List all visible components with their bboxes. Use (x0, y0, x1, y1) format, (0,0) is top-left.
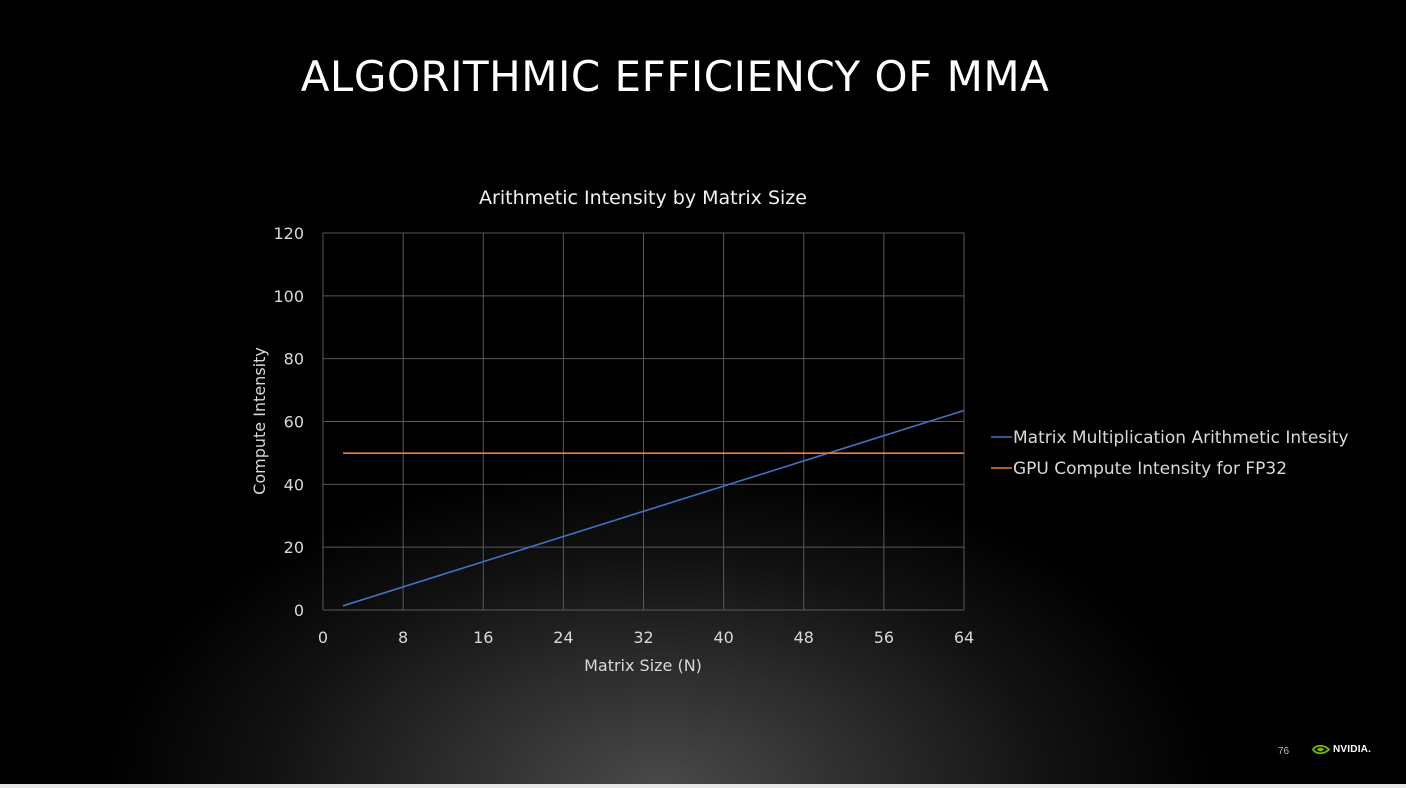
y-tick-label: 0 (294, 601, 304, 620)
page-number: 76 (1278, 746, 1290, 757)
x-axis-ticks: 0 8 16 24 32 40 48 56 64 (318, 628, 974, 647)
x-tick-label: 40 (713, 628, 733, 647)
nvidia-eye-icon (1312, 744, 1330, 755)
chart-title: Arithmetic Intensity by Matrix Size (479, 187, 807, 209)
x-tick-label: 56 (874, 628, 894, 647)
x-axis-title: Matrix Size (N) (584, 656, 702, 675)
y-axis-ticks: 0 20 40 60 80 100 120 (273, 224, 304, 620)
x-tick-label: 8 (398, 628, 408, 647)
y-tick-label: 100 (273, 287, 304, 306)
x-tick-label: 24 (553, 628, 573, 647)
y-tick-label: 80 (284, 350, 304, 369)
y-tick-label: 60 (284, 413, 304, 432)
logo-text: NVIDIA. (1333, 744, 1372, 755)
chart-legend: Matrix Multiplication Arithmetic Intesit… (991, 428, 1349, 479)
series-line-1 (342, 409, 965, 607)
y-tick-label: 40 (284, 475, 304, 494)
y-axis-title: Compute Intensity (250, 347, 269, 495)
chart-series (342, 409, 965, 607)
nvidia-logo: NVIDIA. (1312, 744, 1371, 755)
y-tick-label: 120 (273, 224, 304, 243)
x-tick-label: 64 (954, 628, 974, 647)
bottom-strip (0, 784, 1406, 788)
chart-grid (322, 232, 965, 611)
x-tick-label: 16 (473, 628, 493, 647)
slide-title: ALGORITHMIC EFFICIENCY OF MMA (300, 52, 1050, 101)
x-tick-label: 48 (794, 628, 814, 647)
legend-label: GPU Compute Intensity for FP32 (1013, 459, 1287, 479)
legend-label: Matrix Multiplication Arithmetic Intesit… (1013, 428, 1349, 448)
y-tick-label: 20 (284, 538, 304, 557)
x-tick-label: 32 (633, 628, 653, 647)
x-tick-label: 0 (318, 628, 328, 647)
